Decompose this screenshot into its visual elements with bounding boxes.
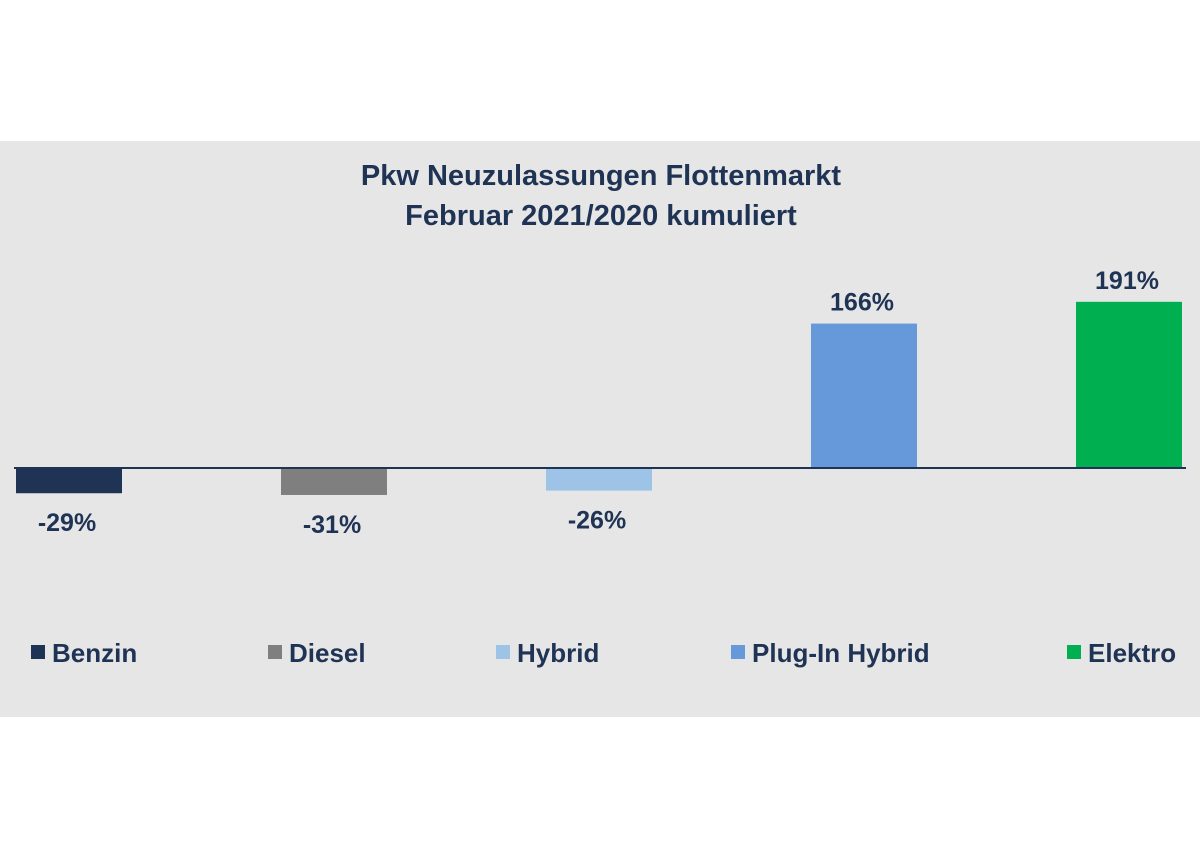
bar-hybrid bbox=[546, 468, 652, 491]
bar-chart: Pkw Neuzulassungen Flottenmarkt Februar … bbox=[14, 160, 1186, 668]
legend-label: Diesel bbox=[289, 638, 366, 668]
data-label-plug-in-hybrid: 166% bbox=[830, 289, 894, 317]
legend-label: Hybrid bbox=[517, 638, 599, 668]
legend-swatch bbox=[1067, 645, 1081, 659]
bars-layer bbox=[16, 301, 1182, 495]
legend-label: Elektro bbox=[1088, 638, 1176, 668]
data-label-diesel: -31% bbox=[303, 511, 361, 539]
data-labels-layer: -29% -31% -26% 166% 191% bbox=[38, 267, 1159, 539]
data-label-benzin: -29% bbox=[38, 509, 96, 537]
legend: Benzin Diesel Hybrid Plug-In Hybrid Elektro bbox=[31, 638, 1176, 668]
legend-swatch bbox=[268, 645, 282, 659]
bar-diesel bbox=[281, 468, 387, 495]
legend-swatch bbox=[496, 645, 510, 659]
legend-swatch bbox=[31, 645, 45, 659]
data-label-elektro: 191% bbox=[1095, 267, 1159, 295]
legend-item-plug-in-hybrid: Plug-In Hybrid bbox=[731, 638, 930, 668]
legend-label: Plug-In Hybrid bbox=[752, 638, 930, 668]
chart-panel: Pkw Neuzulassungen Flottenmarkt Februar … bbox=[0, 141, 1200, 717]
legend-item-diesel: Diesel bbox=[268, 638, 366, 668]
bar-plug-in-hybrid bbox=[811, 323, 917, 468]
legend-item-elektro: Elektro bbox=[1067, 638, 1176, 668]
legend-swatch bbox=[731, 645, 745, 659]
data-label-hybrid: -26% bbox=[568, 507, 626, 535]
chart-subtitle: Februar 2021/2020 kumuliert bbox=[405, 200, 797, 232]
bar-benzin bbox=[16, 468, 122, 494]
legend-label: Benzin bbox=[52, 638, 137, 668]
legend-item-hybrid: Hybrid bbox=[496, 638, 599, 668]
bar-elektro bbox=[1076, 301, 1182, 468]
chart-title: Pkw Neuzulassungen Flottenmarkt bbox=[361, 160, 842, 192]
legend-item-benzin: Benzin bbox=[31, 638, 137, 668]
